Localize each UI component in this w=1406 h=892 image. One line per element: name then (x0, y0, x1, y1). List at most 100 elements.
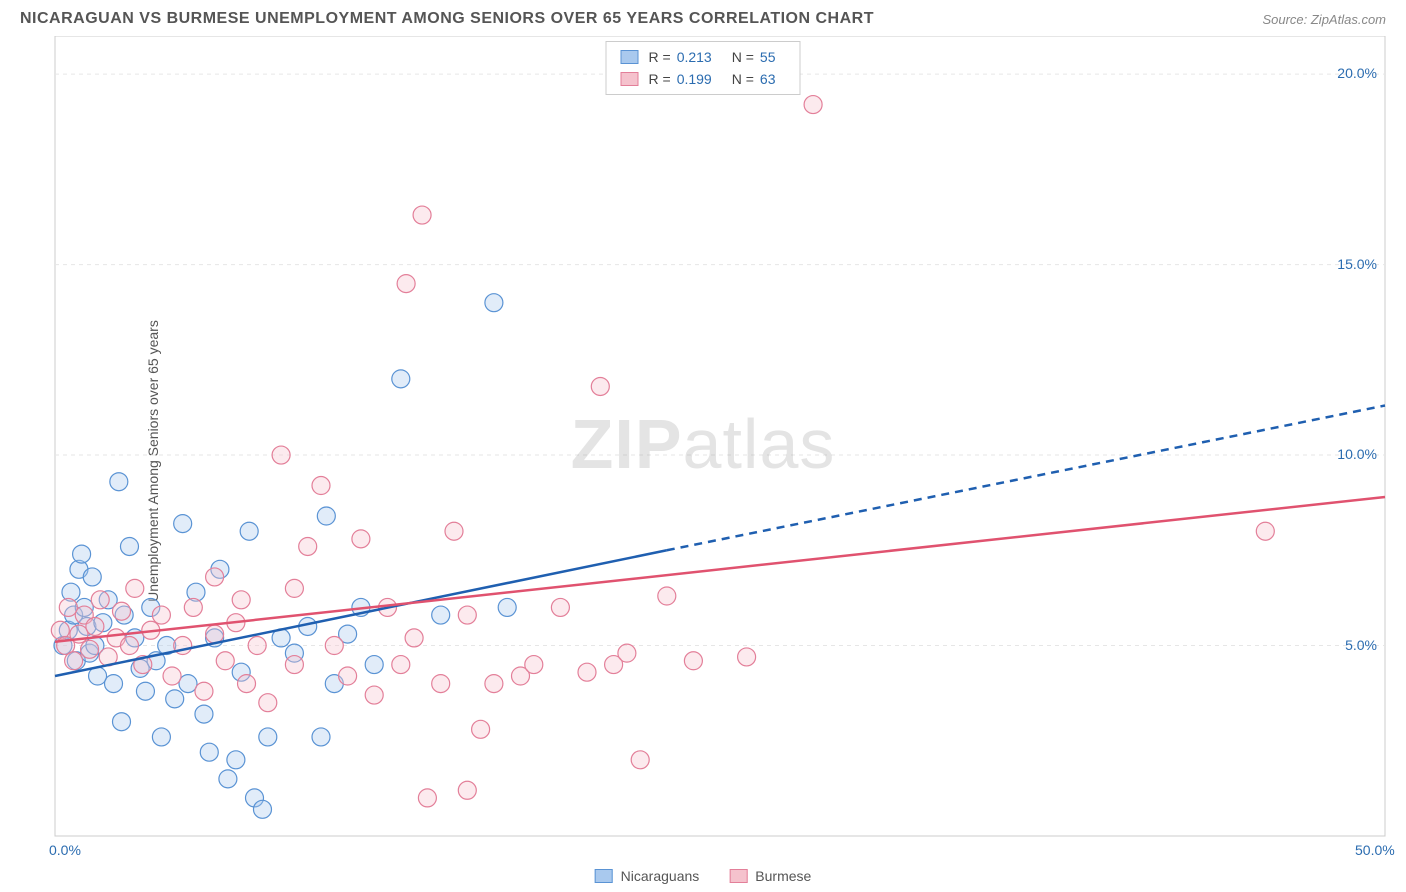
data-point (227, 751, 245, 769)
r-value: 0.199 (677, 68, 712, 90)
title-bar: NICARAGUAN VS BURMESE UNEMPLOYMENT AMONG… (0, 0, 1406, 36)
data-point (59, 598, 77, 616)
data-point (248, 637, 266, 655)
data-point (445, 522, 463, 540)
data-point (113, 713, 131, 731)
data-point (195, 682, 213, 700)
r-label: R = (649, 46, 671, 68)
y-tick-label: 5.0% (1345, 637, 1377, 653)
data-point (405, 629, 423, 647)
data-point (485, 294, 503, 312)
n-label: N = (732, 46, 754, 68)
data-point (485, 675, 503, 693)
data-point (179, 675, 197, 693)
data-point (120, 537, 138, 555)
data-point (195, 705, 213, 723)
data-point (432, 606, 450, 624)
data-point (498, 598, 516, 616)
data-point (219, 770, 237, 788)
data-point (365, 656, 383, 674)
series-legend-label: Burmese (755, 868, 811, 884)
data-point (339, 667, 357, 685)
data-point (105, 675, 123, 693)
data-point (126, 579, 144, 597)
legend-swatch (595, 869, 613, 883)
series-legend-label: Nicaraguans (621, 868, 700, 884)
data-point (113, 602, 131, 620)
data-point (352, 530, 370, 548)
r-value: 0.213 (677, 46, 712, 68)
data-point (91, 591, 109, 609)
data-point (413, 206, 431, 224)
data-point (525, 656, 543, 674)
correlation-legend: R =0.213N =55R =0.199N =63 (606, 41, 801, 95)
data-point (738, 648, 756, 666)
series-legend-item: Burmese (729, 868, 811, 884)
source-attribution: Source: ZipAtlas.com (1262, 12, 1386, 27)
data-point (86, 617, 104, 635)
data-point (136, 682, 154, 700)
data-point (631, 751, 649, 769)
x-tick-label: 50.0% (1355, 842, 1395, 858)
series-legend: Nicaraguans Burmese (595, 868, 812, 884)
legend-swatch (621, 50, 639, 64)
data-point (392, 656, 410, 674)
legend-swatch (729, 869, 747, 883)
data-point (152, 728, 170, 746)
data-point (259, 694, 277, 712)
data-point (216, 652, 234, 670)
data-point (174, 515, 192, 533)
data-point (285, 579, 303, 597)
data-point (166, 690, 184, 708)
data-point (232, 591, 250, 609)
data-point (618, 644, 636, 662)
data-point (83, 568, 101, 586)
data-point (73, 545, 91, 563)
r-label: R = (649, 68, 671, 90)
trend-line-extrapolated (667, 406, 1385, 551)
data-point (285, 656, 303, 674)
data-point (804, 96, 822, 114)
data-point (578, 663, 596, 681)
data-point (200, 743, 218, 761)
data-point (163, 667, 181, 685)
data-point (81, 640, 99, 658)
data-point (325, 637, 343, 655)
legend-swatch (621, 72, 639, 86)
x-tick-label: 0.0% (49, 842, 81, 858)
data-point (472, 720, 490, 738)
data-point (392, 370, 410, 388)
y-tick-label: 10.0% (1337, 446, 1377, 462)
data-point (317, 507, 335, 525)
data-point (1256, 522, 1274, 540)
data-point (684, 652, 702, 670)
trend-line (55, 497, 1385, 642)
data-point (253, 800, 271, 818)
data-point (299, 537, 317, 555)
data-point (458, 606, 476, 624)
series-legend-item: Nicaraguans (595, 868, 700, 884)
data-point (397, 275, 415, 293)
correlation-legend-row: R = 0.199 N = 63 (621, 68, 786, 90)
data-point (120, 637, 138, 655)
data-point (238, 675, 256, 693)
y-tick-label: 20.0% (1337, 65, 1377, 81)
data-point (272, 446, 290, 464)
data-point (432, 675, 450, 693)
data-point (551, 598, 569, 616)
data-point (312, 477, 330, 495)
chart-title: NICARAGUAN VS BURMESE UNEMPLOYMENT AMONG… (20, 10, 874, 28)
data-point (418, 789, 436, 807)
data-point (259, 728, 277, 746)
n-value: 63 (760, 68, 776, 90)
chart-container: Unemployment Among Seniors over 65 years… (0, 36, 1406, 886)
data-point (110, 473, 128, 491)
data-point (591, 377, 609, 395)
scatter-chart (0, 36, 1406, 886)
data-point (365, 686, 383, 704)
n-label: N = (732, 68, 754, 90)
correlation-legend-row: R =0.213N =55 (621, 46, 786, 68)
data-point (65, 652, 83, 670)
data-point (240, 522, 258, 540)
data-point (458, 781, 476, 799)
